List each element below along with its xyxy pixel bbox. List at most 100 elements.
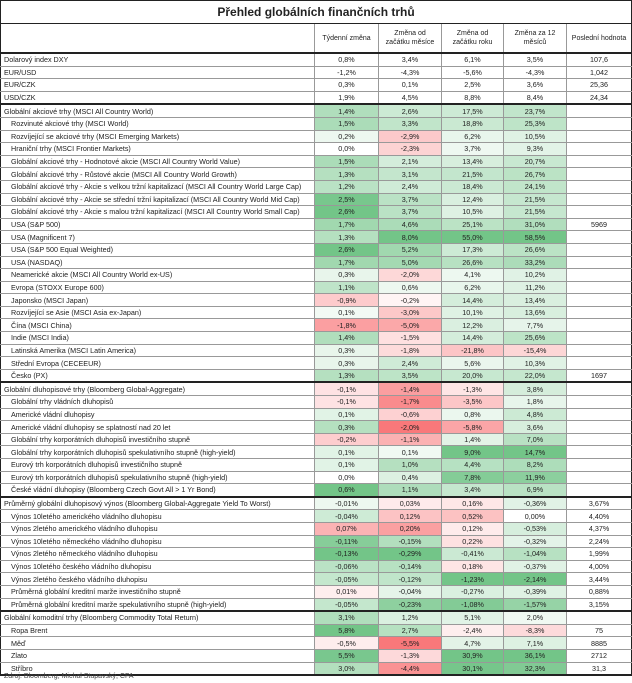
last-value-cell: 2,24% xyxy=(565,534,632,549)
row-label: Globální akciové trhy - Růstové akcie (M… xyxy=(0,167,315,181)
row-label: Globální akciové trhy - Akcie s velkou t… xyxy=(0,179,315,194)
change-cell: 4,5% xyxy=(378,90,442,105)
change-cell: 13,4% xyxy=(503,293,567,307)
change-cell: 9,3% xyxy=(503,142,567,156)
last-value-cell xyxy=(565,343,632,358)
last-value-cell xyxy=(565,129,632,144)
last-value-cell: 25,36 xyxy=(565,78,632,92)
row-label: Globální dluhopisové trhy (Bloomberg Glo… xyxy=(0,381,315,397)
row-label: Japonsko (MSCI Japan) xyxy=(0,293,315,307)
change-cell: 26,7% xyxy=(503,167,567,181)
change-cell: 23,7% xyxy=(503,103,567,118)
row-label: USD/CZK xyxy=(0,90,315,105)
change-cell: 13,4% xyxy=(441,154,504,169)
change-cell: 21,5% xyxy=(441,167,504,181)
table-row: Rozvinuté akciové trhy (MSCI World) 1,5% 3… xyxy=(0,116,632,131)
change-cell: 5,6% xyxy=(441,356,504,370)
change-cell: 7,0% xyxy=(503,432,567,447)
last-value-cell xyxy=(565,483,632,498)
change-cell: 0,07% xyxy=(314,521,379,536)
change-cell: 0,8% xyxy=(314,51,379,67)
change-cell: -5,8% xyxy=(441,420,504,434)
last-value-cell xyxy=(565,268,632,282)
change-cell: 12,2% xyxy=(441,318,504,333)
change-cell: 10,5% xyxy=(441,205,504,219)
row-label: Měď xyxy=(0,636,315,650)
row-label: Rozvíjející se akciové trhy (MSCI Emergi… xyxy=(0,129,315,144)
change-cell: 18,4% xyxy=(441,179,504,194)
table-row: Stříbro 3,0% -4,4% 30,1% 32,3% 31,3 xyxy=(0,661,632,677)
change-cell: 2,7% xyxy=(378,623,442,638)
table-row: Eurový trh korporátních dluhopisů spekul… xyxy=(0,470,632,485)
change-cell: 1,2% xyxy=(378,610,442,625)
row-label: Globální komoditní trhy (Bloomberg Commo… xyxy=(0,610,315,625)
change-cell: -0,5% xyxy=(314,636,379,650)
change-cell: -0,1% xyxy=(314,395,379,409)
change-cell: 55,0% xyxy=(441,230,504,244)
change-cell: -0,2% xyxy=(378,293,442,307)
change-cell: 10,3% xyxy=(503,356,567,370)
row-label: Výnos 2letého amerického vládního dluhop… xyxy=(0,521,315,536)
change-cell: 5,8% xyxy=(314,623,379,638)
row-label: Rozvíjející se Asie (MSCI Asia ex-Japan) xyxy=(0,305,315,320)
change-cell: -0,12% xyxy=(378,572,442,586)
change-cell: -2,4% xyxy=(441,623,504,638)
change-cell: 3,5% xyxy=(378,368,442,383)
last-value-cell xyxy=(565,432,632,447)
last-value-cell: 8885 xyxy=(565,636,632,650)
change-cell: 1,2% xyxy=(314,179,379,194)
change-cell: 8,0% xyxy=(378,230,442,244)
last-value-cell xyxy=(565,205,632,219)
last-value-cell xyxy=(565,458,632,472)
change-cell: -5,0% xyxy=(378,318,442,333)
change-cell: -1,3% xyxy=(378,648,442,663)
table-row: Globální trhy korporátních dluhopisů inv… xyxy=(0,432,632,447)
change-cell: 31,0% xyxy=(503,217,567,232)
header-last-value: Poslední hodnota xyxy=(565,23,632,54)
change-cell: -0,32% xyxy=(503,534,567,549)
change-cell: -0,9% xyxy=(314,293,379,307)
table-title: Přehled globálních finančních trhů xyxy=(0,0,632,24)
header-weekly: Týdenní změna xyxy=(314,23,379,54)
table-row: Hraniční trhy (MSCI Frontier Markets) 0,0… xyxy=(0,142,632,156)
row-label: Globální akciové trhy - Akcie s malou tr… xyxy=(0,205,315,219)
row-label: Americké vládní dluhopisy se splatností … xyxy=(0,420,315,434)
table-row: Výnos 2letého českého vládního dluhopisu… xyxy=(0,572,632,586)
row-label: Ropa Brent xyxy=(0,623,315,638)
row-label: Průměrný globální dluhopisový výnos (Blo… xyxy=(0,495,315,511)
table-row: Výnos 10letého amerického vládního dluho… xyxy=(0,509,632,523)
change-cell: 0,1% xyxy=(314,445,379,459)
change-cell: -0,05% xyxy=(314,597,379,612)
change-cell: 30,9% xyxy=(441,648,504,663)
change-cell: 4,4% xyxy=(441,458,504,472)
change-cell: -0,1% xyxy=(314,381,379,397)
change-cell: 3,7% xyxy=(378,205,442,219)
change-cell: 2,5% xyxy=(441,78,504,92)
last-value-cell: 31,3 xyxy=(565,661,632,677)
change-cell: 9,0% xyxy=(441,445,504,459)
table-row: Zlato 5,5% -1,3% 30,9% 36,1% 2712 xyxy=(0,648,632,663)
table-row: Průměrná globální kreditní marže spekula… xyxy=(0,597,632,612)
row-label: Globální akciové trhy (MSCI All Country … xyxy=(0,103,315,118)
change-cell: -1,04% xyxy=(503,547,567,561)
change-cell: -0,15% xyxy=(378,534,442,549)
change-cell: 0,6% xyxy=(314,483,379,498)
change-cell: 0,16% xyxy=(441,495,504,511)
row-label: Stříbro xyxy=(0,661,315,677)
row-label: Průměrná globální kreditní marže investi… xyxy=(0,584,315,599)
last-value-cell: 4,40% xyxy=(565,509,632,523)
change-cell: 0,4% xyxy=(378,470,442,485)
change-cell: 0,1% xyxy=(378,445,442,459)
change-cell: 6,2% xyxy=(441,129,504,144)
table-row: Globální trhy vládních dluhopisů -0,1% -1,… xyxy=(0,395,632,409)
change-cell: -1,1% xyxy=(378,432,442,447)
last-value-cell xyxy=(565,381,632,397)
last-value-cell: 1697 xyxy=(565,368,632,383)
change-cell: -1,8% xyxy=(314,318,379,333)
change-cell: 0,18% xyxy=(441,559,504,574)
row-label: USA (Magnificent 7) xyxy=(0,230,315,244)
table-row: Průměrná globální kreditní marže investi… xyxy=(0,584,632,599)
change-cell: 2,6% xyxy=(314,242,379,257)
last-value-cell: 3,44% xyxy=(565,572,632,586)
change-cell: 25,6% xyxy=(503,331,567,345)
